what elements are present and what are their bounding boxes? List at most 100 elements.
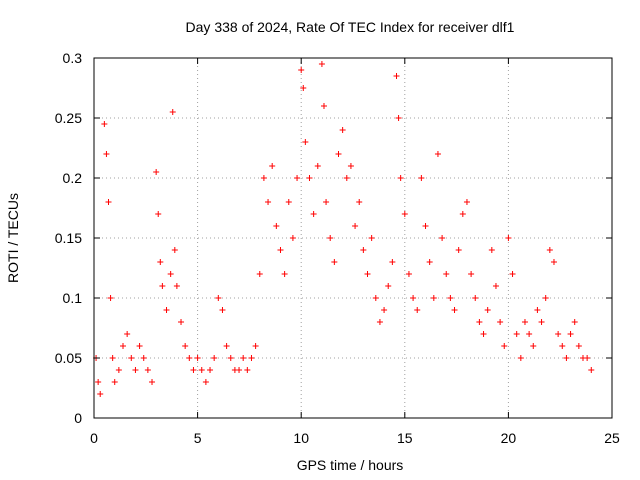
data-point (343, 175, 350, 181)
data-point (198, 367, 205, 373)
data-point (575, 343, 582, 349)
data-point (368, 235, 375, 241)
data-point (105, 199, 112, 205)
data-point (563, 355, 570, 361)
data-point (215, 295, 222, 301)
data-point (171, 247, 178, 253)
data-point (120, 343, 127, 349)
data-point (584, 355, 591, 361)
data-point (542, 295, 549, 301)
data-point (559, 343, 566, 349)
data-point (289, 235, 296, 241)
data-point (109, 355, 116, 361)
data-point (202, 379, 209, 385)
data-point (144, 367, 151, 373)
data-point (97, 391, 104, 397)
data-point (310, 211, 317, 217)
data-point (207, 367, 214, 373)
data-point (517, 355, 524, 361)
data-point (335, 151, 342, 157)
data-point (352, 223, 359, 229)
y-tick-labels: 0 0.05 0.1 0.15 0.2 0.25 0.3 (55, 50, 82, 426)
data-point (190, 367, 197, 373)
y-tick-label: 0.3 (63, 50, 83, 66)
data-point (269, 163, 276, 169)
data-point (414, 307, 421, 313)
data-point (484, 307, 491, 313)
data-point (155, 211, 162, 217)
data-point (236, 367, 243, 373)
chart-title: Day 338 of 2024, Rate Of TEC Index for r… (186, 19, 515, 35)
data-point (567, 331, 574, 337)
data-point (472, 295, 479, 301)
data-point (455, 247, 462, 253)
data-point (497, 319, 504, 325)
data-point (318, 61, 325, 67)
data-point (277, 247, 284, 253)
data-point (298, 67, 305, 73)
data-point (381, 307, 388, 313)
data-point (115, 367, 122, 373)
data-point (163, 307, 170, 313)
x-tick-labels: 0 5 10 15 20 25 (90, 430, 620, 446)
data-point (476, 319, 483, 325)
data-point (103, 151, 110, 157)
data-point (526, 331, 533, 337)
data-point (157, 259, 164, 265)
data-point (451, 307, 458, 313)
data-point (281, 271, 288, 277)
data-point (132, 367, 139, 373)
y-tick-label: 0.05 (55, 350, 82, 366)
data-point (149, 379, 156, 385)
data-point (294, 175, 301, 181)
data-point (111, 379, 118, 385)
data-point (320, 103, 327, 109)
data-point (339, 127, 346, 133)
data-point (314, 163, 321, 169)
data-point (397, 175, 404, 181)
data-point (327, 235, 334, 241)
data-point (513, 331, 520, 337)
data-point (439, 235, 446, 241)
data-point (182, 343, 189, 349)
data-point (300, 85, 307, 91)
data-point (430, 295, 437, 301)
data-point (178, 319, 185, 325)
axis-ticks (93, 57, 613, 419)
data-point (395, 115, 402, 121)
data-point (186, 355, 193, 361)
data-point (128, 355, 135, 361)
data-point (227, 355, 234, 361)
data-point (248, 355, 255, 361)
data-point (136, 343, 143, 349)
y-tick-label: 0.2 (63, 170, 83, 186)
data-point (323, 199, 330, 205)
data-point (306, 175, 313, 181)
data-point (360, 247, 367, 253)
data-point (331, 259, 338, 265)
data-point (372, 295, 379, 301)
data-point (447, 295, 454, 301)
data-point (538, 319, 545, 325)
data-point (459, 211, 466, 217)
data-point (95, 379, 102, 385)
x-axis-label: GPS time / hours (297, 457, 404, 473)
x-tick-label: 20 (501, 430, 517, 446)
y-axis-label: ROTI / TECUs (5, 193, 21, 283)
data-point (555, 331, 562, 337)
data-point (140, 355, 147, 361)
data-point (393, 73, 400, 79)
data-point (167, 271, 174, 277)
data-point (492, 283, 499, 289)
data-point (422, 223, 429, 229)
data-point (223, 343, 230, 349)
data-point (153, 169, 160, 175)
y-tick-label: 0 (74, 410, 82, 426)
data-point (501, 343, 508, 349)
data-point (256, 271, 263, 277)
data-point (260, 175, 267, 181)
data-point (463, 199, 470, 205)
data-point (505, 235, 512, 241)
data-point (521, 319, 528, 325)
